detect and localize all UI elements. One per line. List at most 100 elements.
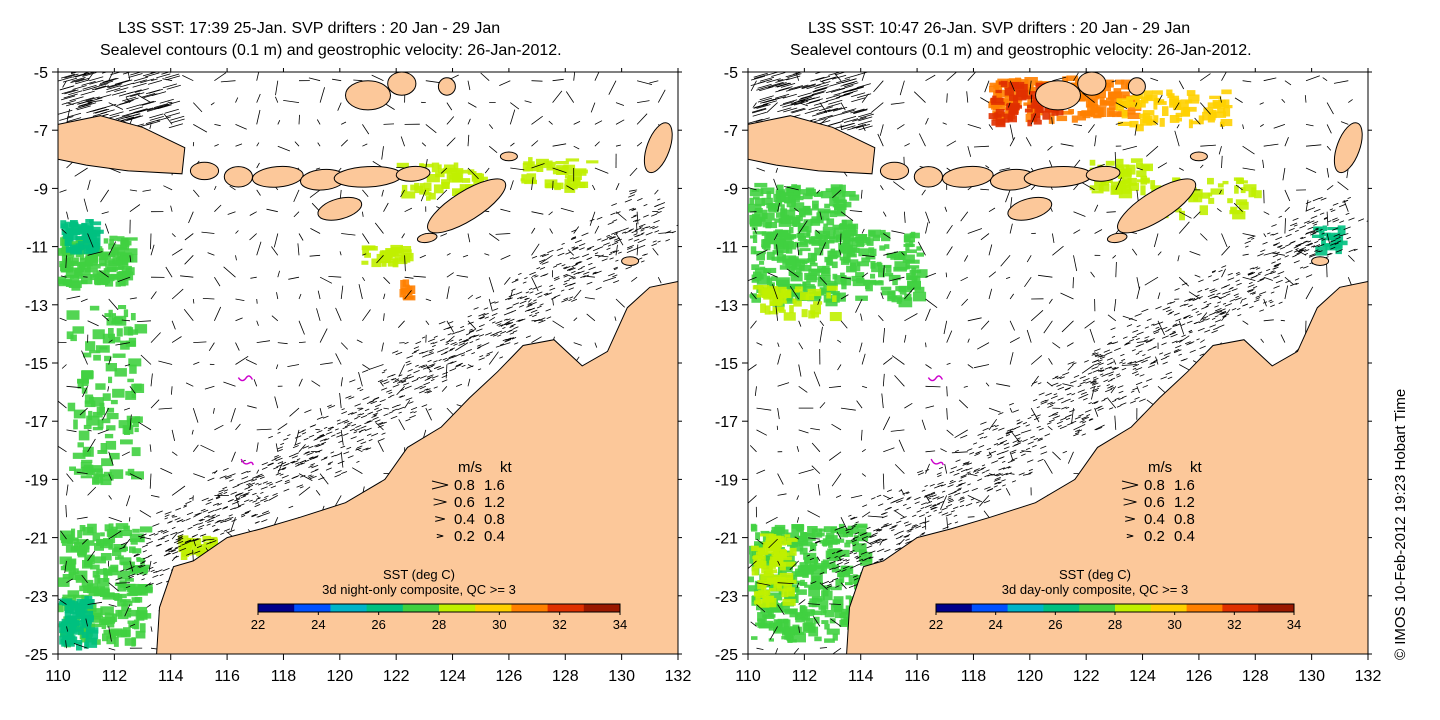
right-x-tick-label: 130 [1298,668,1325,685]
left-colorbar-tick: 30 [492,617,506,632]
right-x-tick-label: 132 [1355,668,1382,685]
right-drifter-tracks [927,375,944,466]
left-x-tick-label: 126 [496,668,523,685]
right-y-tick-label: -13 [715,298,738,315]
left-map-axes: 110 112 114 116 118 120 122 124 126 128 130 132 -5 -7… [25,65,692,685]
left-title-line2: Sealevel contours (0.1 m) and geostrophi… [100,42,562,59]
left-australia-land [156,280,678,654]
right-x-tick-label: 128 [1242,668,1269,685]
left-y-tick-label: -15 [25,356,48,373]
right-title-line1: L3S SST: 10:47 26-Jan. SVP drifters : 20… [808,20,1191,37]
left-legend-ms-value: 0.4 [454,511,475,528]
right-colorbar-tick: 22 [929,617,943,632]
left-y-tick-label: -11 [26,240,48,257]
right-y-tick-label: -17 [715,414,738,431]
right-legend-unit-kt: kt [1190,459,1203,476]
left-x-tick-label: 132 [665,668,692,685]
right-x-tick-label: 118 [961,668,987,685]
left-colorbar-tick: 28 [432,617,446,632]
left-title-line1: L3S SST: 17:39 25-Jan. SVP drifters : 20… [118,20,501,37]
right-legend-kt-value: 0.4 [1174,528,1195,545]
left-legend-ms-value: 0.2 [454,528,475,545]
right-y-tick-label: -11 [716,240,738,257]
left-y-tick-label: -23 [25,589,48,606]
left-y-tick-label: -25 [25,647,48,664]
left-map-panel: 110 112 114 116 118 120 122 124 126 128 130 132 -5 -7… [25,65,692,685]
right-colorbar-tick: 30 [1167,617,1181,632]
right-x-tick-label: 126 [1186,668,1213,685]
right-legend-kt-value: 0.8 [1174,511,1195,528]
right-map-axes: 110 112 114 116 118 120 122 124 126 128 130 132 -5 -7… [715,65,1382,685]
right-velocity-legend: m/s kt0.8 1.60.6 1.20.4 0.80.2 0.4 [1121,459,1203,545]
left-sst-patches [58,157,599,651]
right-y-tick-label: -25 [715,647,738,664]
right-x-tick-label: 112 [792,668,818,685]
left-legend-unit-ms: m/s [458,459,482,476]
right-map-content [748,72,1368,654]
right-legend-ms-value: 0.6 [1144,494,1165,511]
right-title-line2: Sealevel contours (0.1 m) and geostrophi… [790,42,1252,59]
left-legend-kt-value: 1.2 [484,494,505,511]
left-legend-ms-value: 0.6 [454,494,475,511]
left-y-tick-label: -9 [34,181,48,198]
left-colorbar-tick: 24 [311,617,325,632]
left-legend-kt-value: 1.6 [484,477,505,494]
left-islands [58,72,673,267]
right-legend-ms-value: 0.2 [1144,528,1165,545]
right-sst-patches [748,75,1348,643]
right-sst-colorbar: SST (deg C)3d day-only composite, QC >= … [929,567,1301,632]
right-x-tick-label: 122 [1073,668,1100,685]
right-legend-kt-value: 1.6 [1174,477,1195,494]
right-colorbar-tick: 26 [1048,617,1062,632]
left-x-tick-label: 114 [158,668,184,685]
right-y-tick-label: -23 [715,589,738,606]
right-colorbar-tick: 28 [1108,617,1122,632]
left-composite-label: 3d night-only composite, QC >= 3 [322,582,516,597]
right-colorbar-title: SST (deg C) [1059,567,1131,582]
left-colorbar-tick: 26 [371,617,385,632]
right-y-tick-label: -5 [724,65,738,82]
left-y-tick-label: -13 [25,298,48,315]
right-y-tick-label: -15 [715,356,738,373]
left-x-tick-label: 112 [102,668,128,685]
left-colorbar-title: SST (deg C) [383,567,455,582]
right-legend-ms-value: 0.8 [1144,477,1165,494]
left-map-content [58,72,678,654]
right-legend-ms-value: 0.4 [1144,511,1165,528]
left-x-tick-label: 116 [214,668,240,685]
left-x-tick-label: 124 [439,668,466,685]
right-map-panel: 110 112 114 116 118 120 122 124 126 128 130 132 -5 -7… [715,65,1382,685]
left-drifter-tracks [237,375,254,466]
left-y-tick-label: -19 [25,472,48,489]
right-x-tick-label: 124 [1129,668,1156,685]
right-x-tick-label: 114 [848,668,874,685]
right-x-tick-label: 116 [904,668,930,685]
left-colorbar-tick: 34 [613,617,627,632]
left-legend-unit-kt: kt [500,459,513,476]
left-x-tick-label: 118 [271,668,297,685]
left-sst-colorbar: SST (deg C)3d night-only composite, QC >… [251,567,627,632]
right-y-tick-label: -19 [715,472,738,489]
left-legend-kt-value: 0.4 [484,528,505,545]
left-x-tick-label: 110 [45,668,71,685]
right-composite-label: 3d day-only composite, QC >= 3 [1002,582,1188,597]
right-y-tick-label: -9 [724,181,738,198]
left-y-tick-label: -7 [34,123,48,140]
left-velocity-legend: m/s kt0.8 1.60.6 1.20.4 0.80.2 0.4 [431,459,513,545]
right-australia-land [846,280,1368,654]
imos-credit: © IMOS 10-Feb-2012 19:23 Hobart Time [1392,388,1409,660]
left-x-tick-label: 128 [552,668,579,685]
right-colorbar-tick: 32 [1227,617,1241,632]
left-legend-ms-value: 0.8 [454,477,475,494]
right-y-tick-label: -7 [724,123,738,140]
left-x-tick-label: 120 [326,668,353,685]
left-colorbar-tick: 32 [552,617,566,632]
left-velocity-arrows [58,72,678,654]
right-colorbar-tick: 34 [1287,617,1301,632]
left-x-tick-label: 122 [383,668,410,685]
left-x-tick-label: 130 [608,668,635,685]
right-legend-unit-ms: m/s [1148,459,1172,476]
left-y-tick-label: -17 [25,414,48,431]
left-y-tick-label: -5 [34,65,48,82]
